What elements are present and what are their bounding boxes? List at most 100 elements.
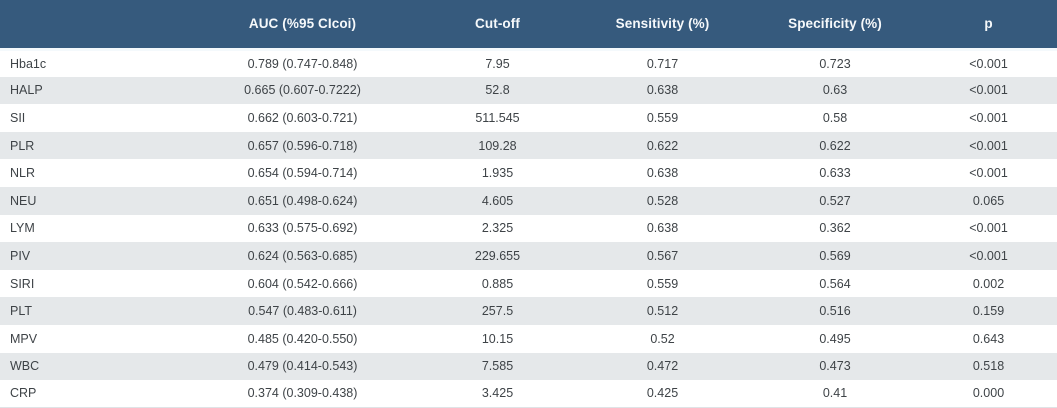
cell-marker: PIV	[10, 248, 31, 263]
cell-cutoff: 511.545	[475, 110, 520, 125]
cell-auc: 0.654 (0.594-0.714)	[247, 166, 358, 181]
cell-cutoff: 52.8	[485, 83, 510, 98]
cell-p: <0.001	[969, 56, 1008, 71]
table-header-row: AUC (%95 CIcoi) Cut-off Sensitivity (%) …	[0, 0, 1057, 51]
table-row: WBC 0.479 (0.414-0.543) 7.585 0.472 0.47…	[0, 352, 1057, 381]
cell-specificity: 0.495	[819, 331, 851, 346]
cell-marker: Hba1c	[10, 56, 47, 71]
column-header-specificity: Specificity (%)	[750, 0, 920, 51]
cell-p: <0.001	[969, 248, 1008, 263]
cell-specificity: 0.633	[819, 166, 851, 181]
cell-p: 0.065	[972, 193, 1005, 208]
cell-marker: LYM	[10, 221, 35, 236]
cell-marker: PLR	[10, 138, 35, 153]
cell-marker: CRP	[10, 386, 37, 401]
cell-auc: 0.662 (0.603-0.721)	[247, 110, 358, 125]
column-header-cutoff: Cut-off	[420, 0, 575, 51]
cell-marker: SIRI	[10, 276, 35, 291]
cell-marker: MPV	[10, 331, 38, 346]
column-header-sensitivity: Sensitivity (%)	[575, 0, 750, 51]
cell-sensitivity: 0.622	[646, 138, 679, 153]
cell-auc: 0.633 (0.575-0.692)	[247, 221, 358, 236]
cell-auc: 0.374 (0.309-0.438)	[247, 386, 358, 401]
cell-sensitivity: 0.567	[646, 248, 679, 263]
cell-cutoff: 2.325	[481, 221, 514, 236]
cell-sensitivity: 0.638	[646, 83, 679, 98]
table-row: NEU 0.651 (0.498-0.624) 4.605 0.528 0.52…	[0, 186, 1057, 215]
cell-marker: NLR	[10, 166, 36, 181]
cell-cutoff: 229.655	[474, 248, 521, 263]
cell-marker: SII	[10, 110, 26, 125]
cell-specificity: 0.723	[819, 56, 851, 71]
cell-marker: HALP	[10, 83, 43, 98]
table-row: PLT 0.547 (0.483-0.611) 257.5 0.512 0.51…	[0, 297, 1057, 325]
cell-sensitivity: 0.559	[646, 276, 679, 291]
table-row: SIRI 0.604 (0.542-0.666) 0.885 0.559 0.5…	[0, 269, 1057, 298]
cell-p: <0.001	[969, 138, 1008, 153]
table-row: PLR 0.657 (0.596-0.718) 109.28 0.622 0.6…	[0, 131, 1057, 160]
cell-specificity: 0.41	[822, 386, 848, 401]
cell-cutoff: 7.585	[481, 359, 514, 374]
cell-p: <0.001	[969, 166, 1008, 181]
cell-sensitivity: 0.512	[646, 304, 679, 319]
cell-cutoff: 109.28	[478, 138, 517, 153]
cell-p: <0.001	[969, 110, 1008, 125]
cell-auc: 0.479 (0.414-0.543)	[247, 359, 358, 374]
cell-cutoff: 1.935	[481, 166, 514, 181]
cell-specificity: 0.622	[819, 138, 851, 153]
cell-specificity: 0.569	[819, 248, 851, 263]
cell-sensitivity: 0.472	[646, 359, 679, 374]
column-header-p: p	[920, 0, 1057, 51]
cell-p: <0.001	[969, 83, 1008, 98]
cell-marker: PLT	[10, 304, 32, 319]
table-row: HALP 0.665 (0.607-0.7222) 52.8 0.638 0.6…	[0, 76, 1057, 105]
cell-auc: 0.651 (0.498-0.624)	[247, 193, 358, 208]
cell-sensitivity: 0.425	[646, 386, 679, 401]
cell-cutoff: 0.885	[481, 276, 514, 291]
cell-specificity: 0.564	[819, 276, 851, 291]
cell-specificity: 0.473	[819, 359, 851, 374]
table-row: NLR 0.654 (0.594-0.714) 1.935 0.638 0.63…	[0, 159, 1057, 187]
table-row: PIV 0.624 (0.563-0.685) 229.655 0.567 0.…	[0, 242, 1057, 270]
cell-sensitivity: 0.638	[646, 166, 679, 181]
cell-specificity: 0.63	[822, 83, 848, 98]
cell-specificity: 0.516	[819, 304, 851, 319]
cell-sensitivity: 0.559	[646, 110, 679, 125]
cell-marker: WBC	[10, 359, 40, 374]
cell-cutoff: 10.15	[481, 331, 514, 346]
cell-cutoff: 257.5	[481, 304, 514, 319]
cell-p: 0.518	[972, 359, 1005, 374]
cell-cutoff: 7.95	[485, 56, 510, 71]
table-body: Hba1c 0.789 (0.747-0.848) 7.95 0.717 0.7…	[0, 49, 1057, 408]
table-row: MPV 0.485 (0.420-0.550) 10.15 0.52 0.495…	[0, 324, 1057, 353]
cell-auc: 0.485 (0.420-0.550)	[247, 331, 358, 346]
cell-cutoff: 3.425	[481, 386, 514, 401]
cell-auc: 0.604 (0.542-0.666)	[247, 276, 358, 291]
cell-auc: 0.665 (0.607-0.7222)	[244, 83, 361, 98]
table-row: LYM 0.633 (0.575-0.692) 2.325 0.638 0.36…	[0, 214, 1057, 243]
cell-auc: 0.624 (0.563-0.685)	[247, 248, 358, 263]
table-header: AUC (%95 CIcoi) Cut-off Sensitivity (%) …	[0, 0, 1057, 51]
column-header-auc: AUC (%95 CIcoi)	[185, 0, 420, 51]
column-header-marker	[0, 0, 185, 51]
cell-cutoff: 4.605	[481, 193, 514, 208]
table-row: Hba1c 0.789 (0.747-0.848) 7.95 0.717 0.7…	[0, 49, 1057, 77]
cell-auc: 0.789 (0.747-0.848)	[247, 56, 358, 71]
cell-sensitivity: 0.528	[646, 193, 679, 208]
cell-marker: NEU	[10, 193, 37, 208]
table-row: CRP 0.374 (0.309-0.438) 3.425 0.425 0.41…	[0, 380, 1057, 408]
cell-auc: 0.657 (0.596-0.718)	[247, 138, 358, 153]
cell-specificity: 0.527	[819, 193, 851, 208]
cell-auc: 0.547 (0.483-0.611)	[248, 304, 357, 319]
cell-sensitivity: 0.638	[646, 221, 679, 236]
cell-p: 0.000	[972, 386, 1005, 401]
cell-p: 0.002	[972, 276, 1005, 291]
cell-p: 0.159	[972, 304, 1005, 319]
cell-p: 0.643	[972, 331, 1005, 346]
cell-specificity: 0.58	[822, 110, 848, 125]
cell-specificity: 0.362	[819, 221, 851, 236]
table-row: SII 0.662 (0.603-0.721) 511.545 0.559 0.…	[0, 104, 1057, 132]
cell-sensitivity: 0.52	[650, 331, 675, 346]
